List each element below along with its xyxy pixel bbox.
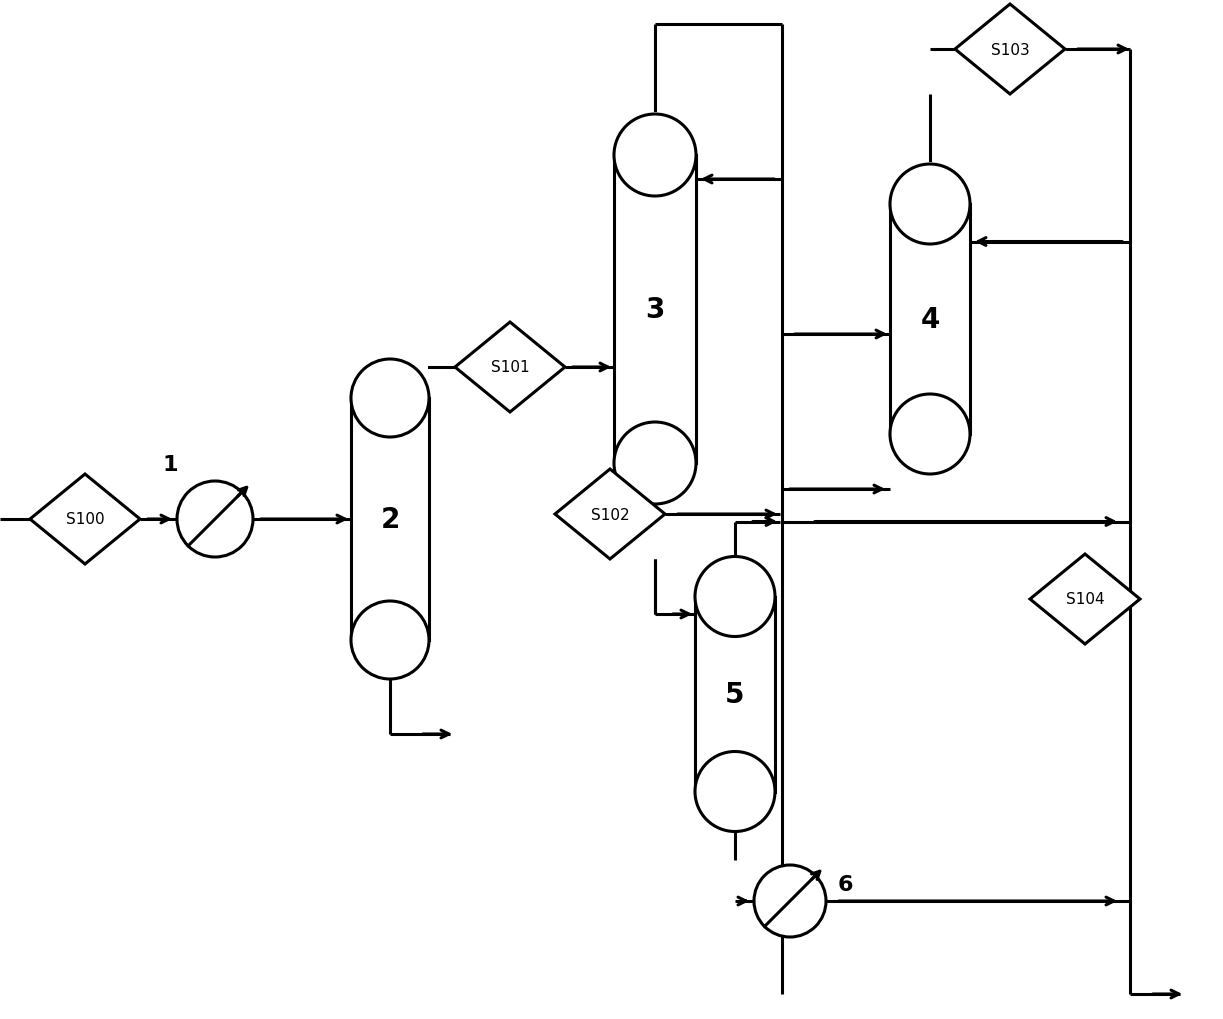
Text: 2: 2 xyxy=(380,505,400,534)
Ellipse shape xyxy=(351,601,429,680)
Ellipse shape xyxy=(614,115,696,197)
Text: 4: 4 xyxy=(921,306,939,333)
Text: 5: 5 xyxy=(725,681,745,708)
Ellipse shape xyxy=(614,423,696,504)
Polygon shape xyxy=(555,470,665,559)
Bar xyxy=(695,597,775,792)
Polygon shape xyxy=(1030,554,1140,644)
Bar xyxy=(614,156,696,464)
Text: S103: S103 xyxy=(991,43,1030,57)
Polygon shape xyxy=(955,5,1065,95)
Circle shape xyxy=(755,865,826,937)
Ellipse shape xyxy=(695,557,775,637)
Text: 1: 1 xyxy=(163,454,177,475)
Ellipse shape xyxy=(890,165,970,245)
Bar xyxy=(615,113,695,158)
Circle shape xyxy=(177,482,253,557)
Text: S102: S102 xyxy=(591,507,630,522)
Bar xyxy=(352,358,428,400)
Polygon shape xyxy=(455,323,565,413)
Bar xyxy=(892,163,969,207)
Bar xyxy=(890,205,970,434)
Text: S100: S100 xyxy=(66,512,104,527)
Text: 3: 3 xyxy=(646,296,664,324)
Bar xyxy=(351,398,429,640)
Bar xyxy=(696,555,774,599)
Text: S104: S104 xyxy=(1065,592,1104,607)
Ellipse shape xyxy=(890,394,970,475)
Ellipse shape xyxy=(351,360,429,437)
Text: 6: 6 xyxy=(838,874,852,894)
Ellipse shape xyxy=(695,752,775,832)
Text: S101: S101 xyxy=(490,360,530,375)
Polygon shape xyxy=(31,475,139,565)
